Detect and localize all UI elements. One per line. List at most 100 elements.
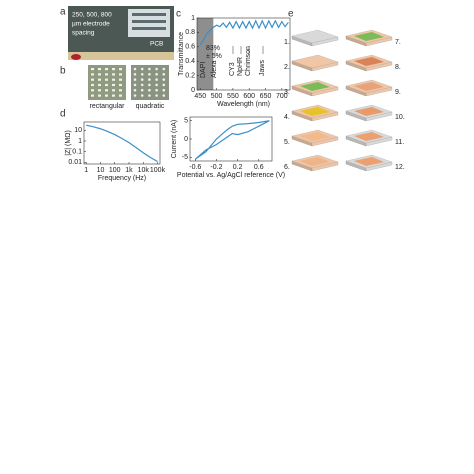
- data-line: [86, 124, 158, 163]
- electrode: [162, 67, 166, 71]
- y-tick-label: 0.01: [68, 159, 82, 166]
- photo-caption: quadratic: [136, 103, 165, 110]
- electrode: [155, 78, 158, 81]
- x-tick-label: -0.2: [210, 164, 222, 171]
- electrode: [133, 88, 137, 92]
- data-line: [199, 19, 289, 46]
- electrode: [91, 83, 94, 87]
- electrode: [98, 83, 101, 87]
- slab-top: [291, 54, 339, 69]
- electrode: [140, 78, 144, 81]
- x-tick-label: 550: [227, 93, 239, 100]
- step-label: 6.: [284, 164, 290, 171]
- slab-layer: [354, 132, 384, 141]
- step-label: 5.: [284, 139, 290, 146]
- electrode: [119, 78, 122, 81]
- electrode: [105, 68, 108, 71]
- electrode: [133, 83, 137, 87]
- electrode: [162, 88, 166, 92]
- process-step: 7.: [345, 29, 401, 47]
- electrode: [119, 73, 122, 76]
- electrode: [133, 78, 137, 81]
- annotation: NpHR: [237, 57, 244, 76]
- x-axis-label: Potential vs. Ag/AgCl reference (V): [177, 172, 285, 179]
- electrode: [119, 89, 122, 92]
- step-label: 3.: [284, 89, 290, 96]
- data-line: [194, 120, 270, 160]
- panel-label: b: [60, 66, 66, 77]
- highlight-band: [197, 18, 214, 90]
- electrode: [105, 83, 108, 87]
- photo: [88, 65, 126, 100]
- electrode: [98, 68, 101, 71]
- electrode: [112, 78, 115, 81]
- electrode: [98, 89, 101, 92]
- electrode: [112, 73, 115, 76]
- process-step: 1.: [284, 29, 339, 47]
- panel-label: d: [60, 109, 66, 120]
- electrode: [112, 83, 115, 87]
- electrode: [162, 78, 166, 81]
- slab-layer: [354, 57, 384, 66]
- electrode: [91, 68, 94, 71]
- y-tick-label: 1: [191, 15, 195, 22]
- y-tick-label: 0.6: [185, 44, 195, 51]
- process-step: 11.: [345, 129, 404, 147]
- step-label: 10.: [395, 114, 405, 121]
- electrode: [162, 83, 166, 87]
- electrode: [98, 94, 101, 97]
- slab-layer: [354, 82, 384, 91]
- slab-layer: [354, 107, 384, 116]
- process-step: 12.: [345, 154, 405, 172]
- annotation: Jaws: [259, 60, 266, 76]
- photo-text: 250, 500, 800: [72, 12, 112, 19]
- photo-detail: [132, 13, 166, 16]
- panel-label: a: [60, 7, 66, 18]
- photo-text: PCB: [150, 41, 163, 48]
- slab-layer: [300, 107, 330, 116]
- y-tick-label: 1: [78, 138, 82, 145]
- electrode: [98, 78, 101, 81]
- electrode: [140, 73, 144, 76]
- y-tick-label: 0.4: [185, 58, 195, 65]
- electrode: [91, 73, 94, 76]
- electrode: [98, 73, 101, 76]
- x-tick-label: 0.6: [254, 164, 264, 171]
- x-tick-label: 0.2: [233, 164, 243, 171]
- photo-caption: rectangular: [89, 103, 125, 110]
- electrode: [155, 88, 158, 92]
- electrode: [91, 78, 94, 81]
- slab-layer: [300, 132, 330, 141]
- electrode: [112, 68, 115, 71]
- electrode: [91, 94, 94, 97]
- process-step: 10.: [345, 104, 405, 122]
- electrode: [119, 68, 122, 71]
- x-tick-label: 100k: [150, 167, 166, 174]
- plot-frame: [196, 17, 291, 91]
- electrode: [140, 67, 144, 71]
- x-tick-label: -0.6: [189, 164, 201, 171]
- process-step: 3.: [284, 79, 339, 97]
- electrode: [140, 83, 144, 87]
- x-axis-label: Wavelength (nm): [217, 101, 270, 108]
- x-tick-label: 700: [276, 93, 288, 100]
- step-label: 7.: [395, 39, 401, 46]
- electrode: [148, 67, 151, 71]
- x-tick-label: 10: [97, 167, 105, 174]
- photo-text: spacing: [72, 30, 95, 37]
- electrode: [148, 78, 151, 81]
- slab-layer: [354, 32, 384, 41]
- electrode: [119, 94, 122, 97]
- electrode: [140, 88, 144, 92]
- annotation: Alexa: [211, 60, 218, 78]
- x-tick-label: 1k: [125, 167, 133, 174]
- process-step: 6.: [284, 154, 339, 172]
- y-tick-label: -5: [182, 154, 188, 161]
- y-tick-label: 0: [191, 87, 195, 94]
- step-label: 1.: [284, 39, 290, 46]
- slab-layer: [300, 82, 330, 91]
- x-tick-label: 600: [243, 93, 255, 100]
- electrode: [105, 73, 108, 76]
- x-tick-label: 100: [109, 167, 121, 174]
- x-tick-label: 450: [194, 93, 206, 100]
